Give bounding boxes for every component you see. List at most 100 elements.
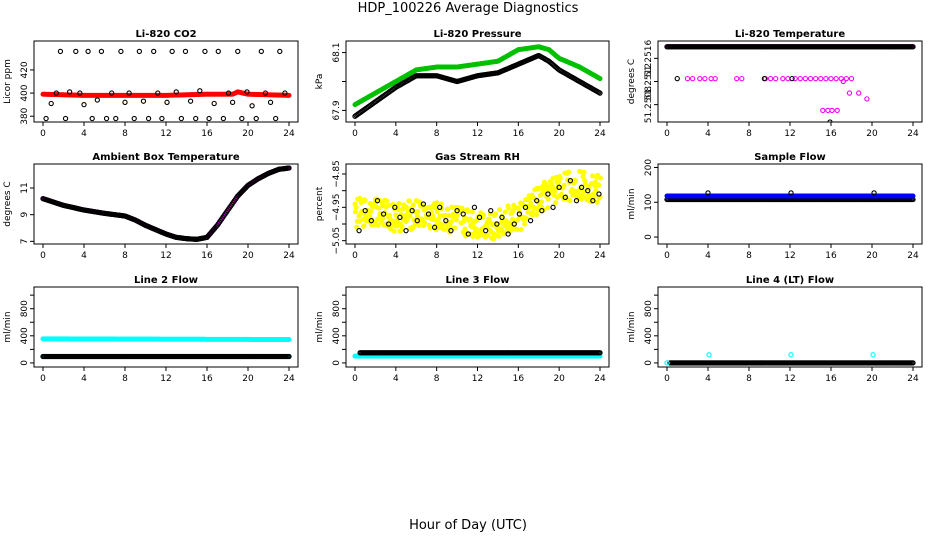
y-axis-label: ml/min [627, 311, 637, 342]
data-point [103, 115, 110, 122]
data-point [67, 89, 73, 95]
x-tick-label: 16 [513, 374, 525, 384]
data-point [527, 218, 534, 224]
y-tick-label: −4.95 [332, 194, 342, 222]
panel-title: Line 2 Flow [134, 275, 198, 286]
data-point [505, 231, 511, 237]
data-point [818, 75, 824, 82]
data-point [386, 221, 392, 227]
data-point [126, 90, 132, 96]
data-point [249, 103, 255, 109]
y-tick-label: 67.9 [332, 100, 342, 120]
data-point [229, 99, 236, 105]
data-point [286, 353, 292, 360]
data-point [403, 228, 409, 234]
data-point [516, 211, 523, 217]
data-point [585, 188, 591, 194]
data-point [414, 213, 420, 219]
x-tick-label: 0 [352, 374, 358, 384]
x-tick-label: 8 [746, 129, 752, 139]
plot-frame [657, 40, 923, 123]
x-tick-label: 16 [201, 129, 213, 139]
y-tick-label: 9 [20, 212, 30, 218]
y-tick-label: 51.2512 [644, 63, 654, 100]
data-point [367, 213, 373, 219]
x-tick-label: 8 [434, 251, 440, 261]
data-point [812, 75, 819, 82]
data-point [566, 169, 572, 175]
data-point [596, 182, 602, 188]
data-point [562, 194, 568, 200]
x-tick-label: 12 [784, 374, 795, 384]
plot-frame [345, 40, 610, 123]
data-point [406, 198, 412, 204]
y-axis-label: ml/min [315, 311, 325, 342]
y-tick-label: 800 [20, 300, 30, 317]
data-point [362, 198, 368, 204]
panel-title: Li-820 Pressure [433, 29, 521, 40]
data-point [773, 75, 779, 82]
data-point [834, 107, 840, 114]
data-point [797, 75, 803, 82]
y-tick-label: 800 [644, 300, 654, 317]
x-tick-label: 4 [705, 129, 711, 139]
data-point [286, 337, 292, 343]
x-tick-label: 20 [553, 374, 565, 384]
y-tick-label: 0 [644, 234, 654, 240]
panel-4: Ambient Box Temperature degrees C 0 4 8 12 16 2… [3, 152, 299, 261]
y-axis-label: ml/min [627, 188, 637, 219]
data-point [434, 209, 440, 215]
data-point [118, 48, 124, 55]
data-point [664, 360, 670, 366]
panel-title: Li-820 Temperature [735, 29, 845, 40]
data-point [431, 224, 438, 230]
data-point [491, 236, 497, 242]
data-point [543, 181, 549, 187]
y-tick-label: 7 [20, 238, 30, 244]
data-point [545, 205, 551, 211]
panel-7: Line 2 Flow ml/min 0 4 8 12 16 20 24 0 400 800 [3, 275, 299, 384]
data-point [267, 99, 274, 105]
data-point [437, 204, 443, 210]
y-tick-label: 68.1 [332, 43, 342, 63]
data-point [597, 350, 603, 356]
data-point [393, 212, 399, 218]
data-point [370, 204, 376, 210]
data-point [802, 75, 809, 82]
data-point [57, 48, 64, 55]
data-point [356, 228, 362, 234]
x-tick-label: 4 [705, 374, 711, 384]
data-point [122, 99, 128, 105]
x-tick-label: 4 [81, 251, 87, 261]
x-tick-label: 20 [866, 374, 878, 384]
data-point [262, 90, 269, 96]
data-point [415, 209, 421, 215]
data-point [48, 100, 54, 107]
x-tick-label: 20 [866, 251, 878, 261]
panel-title: Li-820 CO2 [135, 29, 196, 40]
x-tick-label: 4 [393, 374, 399, 384]
x-tick-label: 24 [907, 251, 919, 261]
panel-1: Li-820 CO2 Licor ppm 0 4 8 12 16 20 24 380 400 420 [3, 29, 299, 139]
data-point [109, 90, 115, 96]
x-tick-label: 0 [664, 129, 670, 139]
y-tick-label: −4.85 [332, 160, 342, 188]
data-point [573, 178, 579, 184]
data-point [202, 48, 208, 55]
data-point [81, 101, 87, 108]
data-point [522, 204, 529, 210]
x-tick-label: 20 [553, 251, 565, 261]
data-point [829, 107, 835, 114]
data-point [410, 202, 416, 208]
data-point [470, 233, 476, 239]
data-point [499, 214, 505, 220]
y-tick-label: 11 [20, 182, 30, 193]
data-point [443, 218, 449, 224]
data-point [384, 198, 390, 204]
data-point [689, 75, 696, 82]
series-layer [40, 336, 292, 360]
data-point [498, 226, 504, 232]
x-tick-label: 20 [242, 374, 254, 384]
data-point [545, 196, 551, 202]
x-tick-label: 24 [907, 129, 919, 139]
